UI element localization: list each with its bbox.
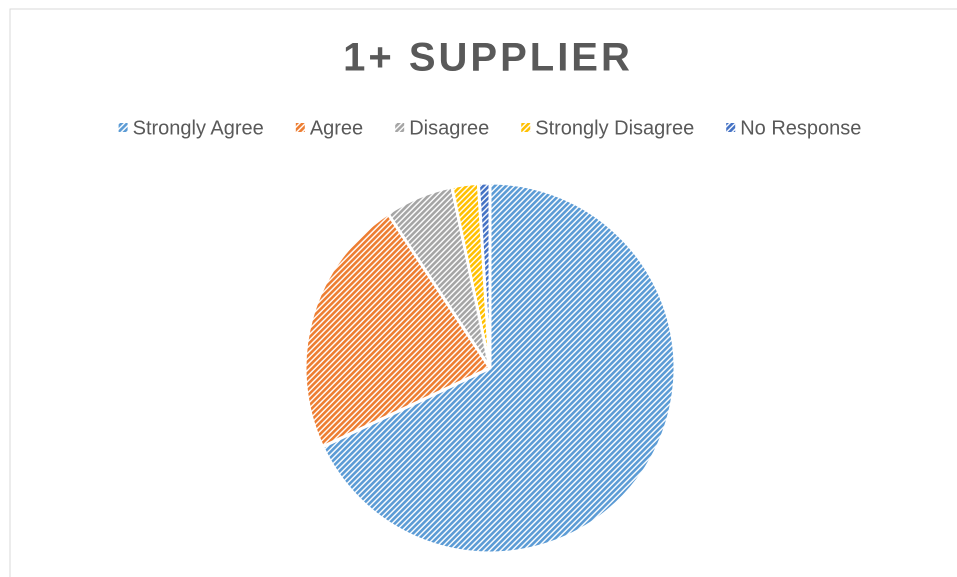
legend-marker bbox=[726, 123, 736, 132]
legend: Strongly Agree Agree Disagree Strongly Disa… bbox=[118, 117, 861, 139]
legend-label: Agree bbox=[310, 117, 363, 139]
pie-slice bbox=[476, 181, 492, 370]
legend-marker bbox=[395, 123, 405, 132]
legend-marker bbox=[521, 123, 531, 132]
legend-label: Strongly Agree bbox=[133, 117, 264, 139]
legend-marker bbox=[295, 123, 305, 132]
legend-label: Strongly Disagree bbox=[535, 117, 694, 139]
legend-marker bbox=[118, 123, 128, 132]
pie-slice bbox=[303, 212, 492, 449]
legend-label: Disagree bbox=[409, 117, 489, 139]
chart-title: 1+ SUPPLIER bbox=[343, 36, 633, 80]
legend-label: No Response bbox=[740, 117, 861, 139]
pie-slice bbox=[321, 181, 677, 555]
